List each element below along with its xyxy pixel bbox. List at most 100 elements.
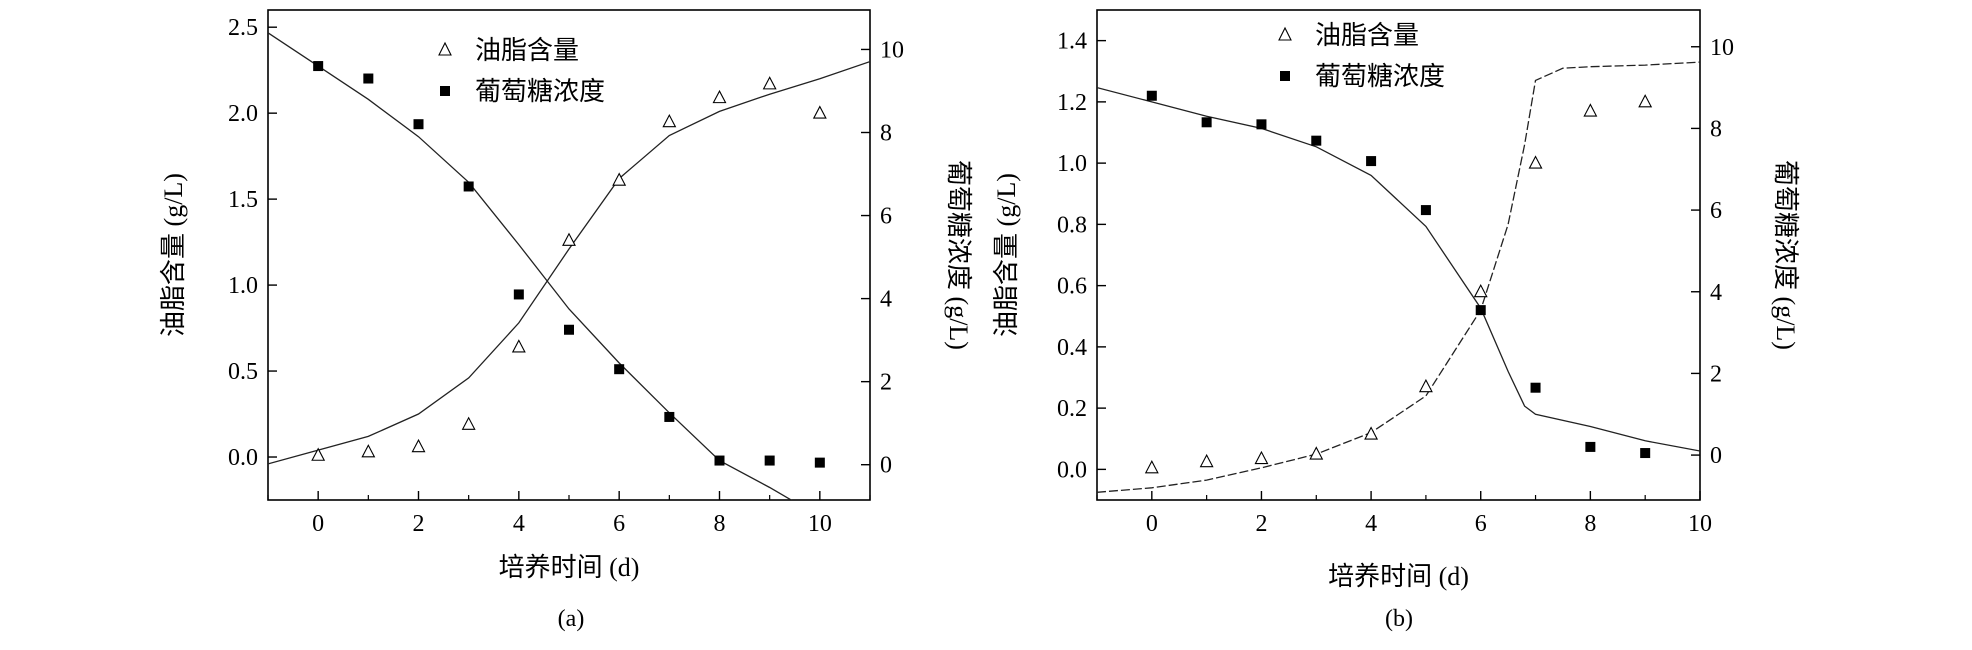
glucose-point bbox=[1585, 441, 1596, 452]
y-tick-label: 2.5 bbox=[228, 15, 258, 41]
lipid-point bbox=[1309, 446, 1324, 460]
x-tick-label: 8 bbox=[714, 511, 726, 537]
x-tick-label: 10 bbox=[1688, 511, 1712, 537]
y2-axis-label: 葡萄糖浓度 (g/L) bbox=[944, 160, 973, 350]
lipid-point bbox=[1528, 155, 1543, 169]
x-tick-label: 10 bbox=[808, 511, 832, 537]
y-tick-label: 1.0 bbox=[1057, 151, 1087, 177]
legend-triangle-icon bbox=[438, 41, 452, 56]
lipid-point bbox=[361, 444, 376, 458]
lipid-fit-curve bbox=[1097, 61, 1700, 493]
y-tick-label: 2.0 bbox=[228, 101, 258, 127]
x-tick-label: 8 bbox=[1584, 511, 1596, 537]
lipid-point bbox=[762, 76, 777, 90]
glucose-point bbox=[1475, 305, 1486, 316]
lipid-point bbox=[812, 105, 827, 119]
y-tick-label: 0.0 bbox=[1057, 457, 1087, 483]
glucose-point bbox=[814, 457, 825, 468]
glucose-point bbox=[1201, 117, 1212, 128]
y-tick-label: 0.6 bbox=[1057, 274, 1087, 300]
x-tick-label: 2 bbox=[1255, 511, 1267, 537]
lipid-point bbox=[562, 232, 576, 246]
lipid-point bbox=[1254, 450, 1269, 465]
glucose-point bbox=[313, 61, 324, 72]
lipid-point bbox=[1364, 426, 1379, 440]
legend-square-icon bbox=[440, 86, 450, 96]
y-tick-label: 1.2 bbox=[1057, 90, 1087, 116]
x-tick-label: 0 bbox=[1146, 511, 1158, 537]
legend-label: 葡萄糖浓度 bbox=[1315, 62, 1445, 91]
lipid-point bbox=[411, 438, 426, 453]
x-tick-label: 2 bbox=[413, 511, 425, 537]
glucose-point bbox=[1146, 90, 1157, 101]
panel-b: 0 2 4 6 8 10 0.0 0.2 0.4 0.6 0.8 1.0 1.2 1.4 0 2 4 6 8 10 培养… bbox=[992, 9, 1800, 632]
glucose-point bbox=[1256, 119, 1267, 130]
glucose-point bbox=[564, 324, 574, 335]
x-tick-label: 0 bbox=[312, 511, 324, 537]
plot-frame bbox=[1096, 9, 1701, 501]
lipid-point bbox=[311, 447, 326, 461]
y-tick-label: 0.5 bbox=[228, 359, 258, 385]
lipid-point bbox=[1418, 378, 1433, 393]
glucose-point bbox=[664, 411, 675, 422]
legend-label: 油脂含量 bbox=[475, 36, 579, 65]
y2-tick-label: 10 bbox=[1710, 35, 1734, 61]
legend-square-icon bbox=[1280, 71, 1290, 81]
y2-tick-label: 2 bbox=[1710, 361, 1722, 387]
lipid-point bbox=[662, 113, 677, 128]
x-axis-label: 培养时间 (d) bbox=[1328, 562, 1469, 591]
glucose-point bbox=[714, 455, 725, 466]
glucose-point bbox=[1530, 382, 1541, 393]
y2-tick-label: 6 bbox=[1710, 198, 1722, 224]
glucose-point bbox=[764, 455, 775, 466]
legend-label: 油脂含量 bbox=[1315, 21, 1419, 50]
panel-a: 0 2 4 6 8 10 0.0 0.5 1.0 1.5 2.0 2.5 0 2 4 6 8 10 培养时间 (d)… bbox=[159, 9, 973, 632]
lipid-point bbox=[461, 416, 476, 430]
y2-tick-label: 2 bbox=[880, 370, 892, 396]
glucose-point bbox=[1420, 205, 1431, 216]
y2-tick-label: 8 bbox=[1710, 116, 1722, 142]
y-tick-label: 0.0 bbox=[228, 445, 258, 471]
glucose-fit-curve bbox=[268, 32, 793, 500]
x-tick-label: 6 bbox=[613, 511, 625, 537]
panel-label: (b) bbox=[1385, 606, 1413, 632]
y-tick-label: 0.2 bbox=[1057, 396, 1087, 422]
y-axis-label: 油脂含量 (g/L) bbox=[159, 173, 188, 337]
lipid-point bbox=[1638, 94, 1653, 108]
glucose-point bbox=[463, 181, 474, 192]
x-tick-label: 4 bbox=[513, 511, 525, 537]
lipid-point bbox=[612, 172, 627, 186]
y2-tick-label: 0 bbox=[1710, 443, 1722, 469]
lipid-fit-curve bbox=[268, 60, 870, 465]
y2-tick-label: 4 bbox=[1710, 280, 1722, 306]
x-tick-label: 4 bbox=[1365, 511, 1377, 537]
legend-triangle-icon bbox=[1278, 26, 1292, 41]
glucose-point bbox=[1366, 156, 1377, 167]
panel-label: (a) bbox=[558, 606, 585, 632]
glucose-fit-curve bbox=[1097, 86, 1700, 452]
glucose-point bbox=[1311, 135, 1322, 146]
y-tick-label: 0.4 bbox=[1057, 335, 1087, 361]
glucose-point bbox=[1640, 448, 1651, 459]
lipid-point bbox=[1473, 283, 1488, 298]
glucose-point bbox=[513, 289, 524, 300]
legend-label: 葡萄糖浓度 bbox=[475, 77, 605, 106]
lipid-point bbox=[1583, 103, 1598, 117]
lipid-point bbox=[1144, 460, 1159, 474]
y-tick-label: 1.4 bbox=[1057, 29, 1087, 55]
x-tick-label: 6 bbox=[1475, 511, 1487, 537]
x-axis-label: 培养时间 (d) bbox=[499, 553, 640, 582]
y-tick-label: 0.8 bbox=[1057, 212, 1087, 238]
lipid-point bbox=[1199, 453, 1214, 468]
y2-tick-label: 8 bbox=[880, 121, 892, 147]
glucose-point bbox=[363, 73, 374, 84]
y-tick-label: 1.5 bbox=[228, 187, 258, 213]
glucose-point bbox=[614, 364, 625, 375]
y2-axis-label: 葡萄糖浓度 (g/L) bbox=[1771, 160, 1800, 350]
y2-tick-label: 4 bbox=[880, 287, 892, 313]
y2-tick-label: 0 bbox=[880, 453, 892, 479]
y-tick-label: 1.0 bbox=[228, 273, 258, 299]
